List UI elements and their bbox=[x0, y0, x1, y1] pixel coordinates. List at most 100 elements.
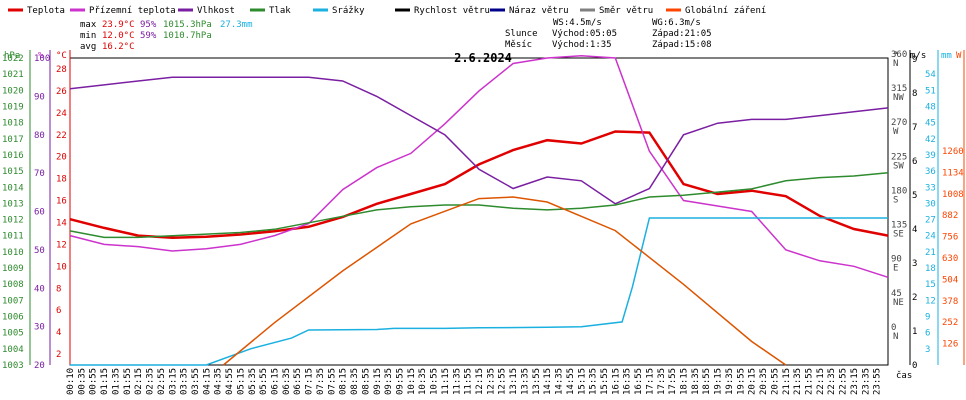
legend-label-8: Globální záření bbox=[685, 6, 766, 16]
dir-tick-name: W bbox=[893, 127, 899, 137]
time-tick-label: 04:55 bbox=[225, 368, 235, 395]
time-tick-label: 04:35 bbox=[214, 368, 224, 395]
wm2-tick-label: 504 bbox=[942, 275, 958, 285]
time-tick-label: 16:35 bbox=[623, 368, 633, 395]
temp-tick-label: 24 bbox=[56, 109, 67, 119]
hpa-tick-label: 1008 bbox=[2, 280, 24, 290]
hpa-tick-label: 1018 bbox=[2, 119, 24, 129]
wm2-tick-label: 1134 bbox=[942, 168, 964, 178]
hpa-tick-label: 1003 bbox=[2, 361, 24, 371]
series-line-4 bbox=[70, 217, 888, 366]
time-tick-label: 19:15 bbox=[714, 368, 724, 395]
time-tick-label: 22:55 bbox=[839, 368, 849, 395]
time-tick-label: 14:35 bbox=[555, 368, 565, 395]
time-tick-label: 18:55 bbox=[702, 368, 712, 395]
time-tick-label: 05:35 bbox=[248, 368, 258, 395]
time-tick-label: 09:55 bbox=[395, 368, 405, 395]
time-tick-label: 20:35 bbox=[759, 368, 769, 395]
axis-pct-label: % bbox=[38, 51, 44, 61]
series-line-0 bbox=[69, 130, 889, 240]
temp-tick-label: 20 bbox=[56, 153, 67, 163]
wm2-tick-label: 1260 bbox=[942, 147, 964, 157]
dir-tick-label: 270 bbox=[891, 118, 907, 128]
temp-tick-label: 26 bbox=[56, 87, 67, 97]
dir-tick-name: N bbox=[893, 59, 898, 69]
mm-tick-label: 33 bbox=[925, 183, 936, 193]
axes: hPa% °C ° m/s mm W100310041005100610071008100… bbox=[2, 50, 965, 395]
time-tick-label: 12:35 bbox=[486, 368, 496, 395]
temp-tick-label: 4 bbox=[56, 328, 61, 338]
time-tick-label: 10:35 bbox=[418, 368, 428, 395]
temp-tick-label: 8 bbox=[56, 284, 61, 294]
wm2-tick-label: 252 bbox=[942, 318, 958, 328]
ms-tick-label: 8 bbox=[912, 89, 917, 99]
mm-tick-label: 45 bbox=[925, 119, 936, 129]
ms-tick-label: 5 bbox=[912, 191, 917, 201]
hpa-tick-label: 1017 bbox=[2, 135, 24, 145]
mm-tick-label: 6 bbox=[925, 329, 930, 339]
stat-min-hum: 59% bbox=[140, 31, 157, 41]
time-tick-label: 06:55 bbox=[293, 368, 303, 395]
wind-wg: WG:6.3m/s bbox=[652, 18, 701, 28]
time-tick-label: 19:35 bbox=[725, 368, 735, 395]
time-tick-label: 20:55 bbox=[770, 368, 780, 395]
hpa-tick-label: 1020 bbox=[2, 86, 24, 96]
mm-tick-label: 30 bbox=[925, 199, 936, 209]
time-tick-label: 16:15 bbox=[611, 368, 621, 395]
ms-tick-label: 9 bbox=[912, 55, 917, 65]
time-tick-label: 01:35 bbox=[111, 368, 121, 395]
legend-label-7: Směr větru bbox=[599, 6, 653, 16]
dir-tick-name: E bbox=[893, 264, 898, 274]
ms-tick-label: 2 bbox=[912, 293, 917, 303]
hpa-tick-label: 1007 bbox=[2, 296, 24, 306]
pct-tick-label: 100 bbox=[34, 54, 50, 64]
stat-min-temp: 12.0°C bbox=[102, 31, 135, 41]
time-tick-label: 14:55 bbox=[566, 368, 576, 395]
hpa-tick-label: 1016 bbox=[2, 151, 24, 161]
temp-tick-label: 18 bbox=[56, 175, 67, 185]
time-tick-label: 00:35 bbox=[77, 368, 87, 395]
dir-tick-label: 315 bbox=[891, 84, 907, 94]
dir-tick-label: 45 bbox=[891, 289, 902, 299]
moon-set: Západ:15:08 bbox=[652, 40, 712, 50]
ms-tick-label: 6 bbox=[912, 157, 917, 167]
time-tick-label: 04:15 bbox=[202, 368, 212, 395]
pct-tick-label: 50 bbox=[34, 246, 45, 256]
dir-tick-label: 180 bbox=[891, 186, 907, 196]
series-line-2 bbox=[69, 76, 889, 205]
ms-tick-label: 3 bbox=[912, 259, 917, 269]
time-tick-label: 17:55 bbox=[668, 368, 678, 395]
time-tick-label: 07:15 bbox=[305, 368, 315, 395]
pct-tick-label: 90 bbox=[34, 92, 45, 102]
axis-temp-label: °C bbox=[56, 51, 67, 61]
temp-tick-label: 22 bbox=[56, 131, 67, 141]
dir-tick-name: NW bbox=[893, 93, 904, 103]
mm-tick-label: 15 bbox=[925, 280, 936, 290]
time-tick-label: 10:55 bbox=[430, 368, 440, 395]
hpa-tick-label: 1022 bbox=[2, 54, 24, 64]
time-tick-label: 15:15 bbox=[577, 368, 587, 395]
time-tick-label: 03:55 bbox=[191, 368, 201, 395]
wm2-tick-label: 882 bbox=[942, 211, 958, 221]
time-tick-label: 21:55 bbox=[804, 368, 814, 395]
axis-hpa-label: hPa bbox=[4, 51, 20, 61]
hpa-tick-label: 1010 bbox=[2, 248, 24, 258]
sun-rise: Východ:05:05 bbox=[552, 29, 617, 39]
hpa-tick-label: 1011 bbox=[2, 232, 24, 242]
time-tick-label: 10:15 bbox=[407, 368, 417, 395]
wm2-tick-label: 378 bbox=[942, 297, 958, 307]
time-tick-label: 23:35 bbox=[861, 368, 871, 395]
axis-time-label: čas bbox=[896, 370, 912, 381]
temp-tick-label: 2 bbox=[56, 350, 61, 360]
time-tick-label: 17:35 bbox=[657, 368, 667, 395]
time-tick-label: 21:15 bbox=[782, 368, 792, 395]
legend-label-1: Přízemní teplota bbox=[89, 6, 176, 16]
dir-tick-name: N bbox=[893, 332, 898, 342]
time-tick-label: 00:55 bbox=[89, 368, 99, 395]
legend-label-3: Tlak bbox=[269, 6, 291, 16]
temp-tick-label: 14 bbox=[56, 218, 67, 228]
dir-tick-label: 135 bbox=[891, 221, 907, 231]
time-tick-label: 03:15 bbox=[168, 368, 178, 395]
wm2-tick-label: 1008 bbox=[942, 190, 964, 200]
wm2-tick-label: 126 bbox=[942, 340, 958, 350]
